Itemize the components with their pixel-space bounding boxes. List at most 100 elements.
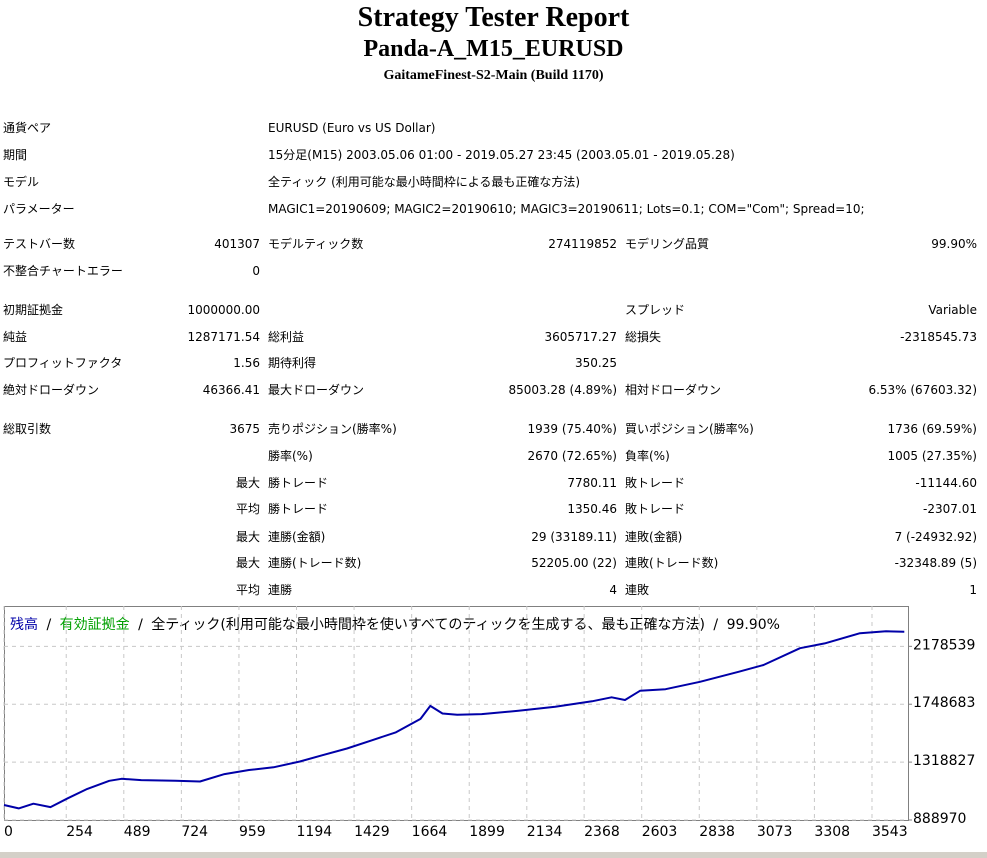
row-value: 1350.46 [567,502,617,516]
row-label: 敗トレード [625,476,686,490]
x-tick-label: 489 [124,824,151,840]
row-value: 52205.00 (22) [531,556,617,570]
row-value: 4 [609,583,617,597]
row-label: 通貨ペア [3,121,52,135]
chart-legend: 残高 / 有効証拠金 / 全ティック(利用可能な最小時間枠を使いすべてのティック… [10,616,780,633]
row-label: プロフィットファクタ [3,356,123,370]
row-label: パラメーター [3,202,75,216]
x-tick-label: 2603 [642,824,678,840]
row-label: テストバー数 [3,237,76,251]
x-tick-label: 2838 [699,824,735,840]
row-value: MAGIC1=20190609; MAGIC2=20190610; MAGIC3… [268,202,865,216]
row-label: モデル [3,175,40,189]
row-label: 期間 [3,148,28,162]
row-label: モデルティック数 [268,237,364,251]
row-value: 最大 [235,556,260,570]
row-label: 連敗 [625,583,650,597]
y-tick-label: 1318827 [913,753,975,769]
row-label: 相対ドローダウン [625,383,722,397]
row-label: 絶対ドローダウン [3,383,100,397]
report-subtitle: Panda-A_M15_EURUSD [363,36,624,62]
x-tick-label: 1664 [412,824,448,840]
legend-quality: 99.90% [727,617,780,633]
row-label: 負率(%) [625,449,670,463]
row-value: -2307.01 [923,502,977,516]
row-value: 最大 [235,530,260,544]
row-label: 総損失 [625,330,662,344]
report-title: Strategy Tester Report [357,2,630,33]
row-label: 連勝(トレード数) [268,556,362,570]
row-value: 1005 (27.35%) [887,449,977,463]
row-value: 1287171.54 [187,330,260,344]
row-value: 1 [969,583,977,597]
x-tick-label: 3073 [757,824,793,840]
legend-model: 全ティック(利用可能な最小時間枠を使いすべてのティックを生成する、最も正確な方法… [151,616,705,633]
row-label: 敗トレード [625,502,686,516]
row-label: 最大ドローダウン [268,383,365,397]
row-value: 7 (-24932.92) [894,530,977,544]
row-value: 0 [252,264,260,278]
x-tick-label: 2368 [584,824,620,840]
server-name: GaitameFinest-S2-Main (Build 1170) [383,68,604,83]
row-label: 連敗(トレード数) [625,556,719,570]
y-tick-label: 888970 [913,811,966,827]
row-value: 46366.41 [202,383,260,397]
row-value: 401307 [214,237,260,251]
x-tick-label: 959 [239,824,266,840]
y-tick-label: 1748683 [913,695,975,711]
row-label: 売りポジション(勝率%) [268,422,397,436]
row-value: 350.25 [575,356,617,370]
row-label: モデリング品質 [625,237,710,251]
row-label: 勝トレード [268,476,329,490]
row-value: 85003.28 (4.89%) [508,383,617,397]
row-value: 2670 (72.65%) [527,449,617,463]
row-value: 274119852 [548,237,617,251]
row-label: 勝トレード [268,502,329,516]
legend-equity: 有効証拠金 [60,617,130,633]
row-label: スプレッド [625,303,686,317]
x-tick-label: 1899 [469,824,505,840]
row-label: 総利益 [268,330,305,344]
row-value: 1.56 [233,356,260,370]
row-value: 7780.11 [567,476,617,490]
row-label: 連勝 [268,583,293,597]
row-value: 全ティック (利用可能な最小時間枠による最も正確な方法) [268,175,581,189]
legend-separator: / [46,617,51,633]
row-label: 勝率(%) [268,449,313,463]
x-tick-label: 1429 [354,824,390,840]
row-label: 総取引数 [3,422,52,436]
balance-chart: 残高 / 有効証拠金 / 全ティック(利用可能な最小時間枠を使いすべてのティック… [0,606,987,858]
row-label: 買いポジション(勝率%) [625,422,754,436]
row-value: 99.90% [931,237,977,251]
row-value: 平均 [235,502,260,516]
row-label: 初期証拠金 [3,303,64,317]
row-label: 純益 [3,330,28,344]
row-value: 29 (33189.11) [531,530,617,544]
x-tick-label: 724 [181,824,208,840]
bottom-bar [0,852,987,858]
x-tick-label: 3543 [872,824,908,840]
x-tick-label: 1194 [297,824,333,840]
legend-separator: / [713,617,718,633]
row-label: 期待利得 [268,356,317,370]
row-value: 最大 [235,476,260,490]
x-tick-label: 0 [4,824,13,840]
legend-balance: 残高 [10,616,38,633]
plot-frame [4,606,909,821]
row-value: -2318545.73 [900,330,977,344]
x-tick-label: 254 [66,824,93,840]
balance-line [3,630,905,810]
x-tick-label: 3308 [814,824,850,840]
row-value: 1000000.00 [187,303,260,317]
row-value: 3605717.27 [544,330,617,344]
row-label: 不整合チャートエラー [3,264,123,278]
row-value: 1939 (75.40%) [527,422,617,436]
row-value: EURUSD (Euro vs US Dollar) [268,121,436,135]
x-tick-label: 2134 [527,824,563,840]
row-value: 平均 [235,583,260,597]
row-value: Variable [928,303,977,317]
row-value: 1736 (69.59%) [887,422,977,436]
row-value: 15分足(M15) 2003.05.06 01:00 - 2019.05.27 … [268,148,735,162]
row-value: 6.53% (67603.32) [868,383,977,397]
